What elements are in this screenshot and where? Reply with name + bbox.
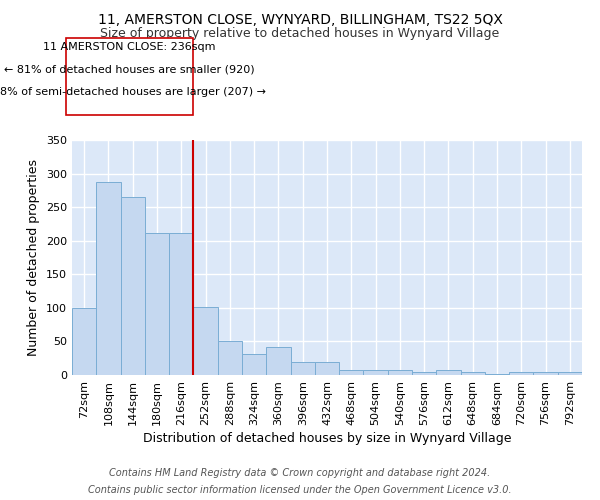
- Bar: [388, 370, 412, 375]
- Bar: [412, 372, 436, 375]
- Text: 11, AMERSTON CLOSE, WYNYARD, BILLINGHAM, TS22 5QX: 11, AMERSTON CLOSE, WYNYARD, BILLINGHAM,…: [98, 12, 502, 26]
- Bar: [339, 370, 364, 375]
- X-axis label: Distribution of detached houses by size in Wynyard Village: Distribution of detached houses by size …: [143, 432, 511, 445]
- Bar: [193, 306, 218, 375]
- Bar: [72, 308, 96, 375]
- Y-axis label: Number of detached properties: Number of detached properties: [28, 159, 40, 356]
- Bar: [169, 232, 193, 375]
- Bar: [461, 372, 485, 375]
- Bar: [315, 362, 339, 375]
- Bar: [436, 370, 461, 375]
- Bar: [145, 232, 169, 375]
- Bar: [290, 362, 315, 375]
- Text: Contains public sector information licensed under the Open Government Licence v3: Contains public sector information licen…: [88, 485, 512, 495]
- Text: 18% of semi-detached houses are larger (207) →: 18% of semi-detached houses are larger (…: [0, 87, 266, 97]
- Bar: [121, 197, 145, 375]
- Bar: [96, 182, 121, 375]
- Text: 11 AMERSTON CLOSE: 236sqm: 11 AMERSTON CLOSE: 236sqm: [43, 42, 216, 52]
- Bar: [218, 341, 242, 375]
- Bar: [509, 372, 533, 375]
- Text: ← 81% of detached houses are smaller (920): ← 81% of detached houses are smaller (92…: [4, 64, 255, 74]
- Text: Contains HM Land Registry data © Crown copyright and database right 2024.: Contains HM Land Registry data © Crown c…: [109, 468, 491, 477]
- Bar: [485, 374, 509, 375]
- Text: Size of property relative to detached houses in Wynyard Village: Size of property relative to detached ho…: [100, 28, 500, 40]
- Bar: [558, 372, 582, 375]
- Bar: [266, 348, 290, 375]
- Bar: [533, 372, 558, 375]
- Bar: [364, 370, 388, 375]
- Bar: [242, 354, 266, 375]
